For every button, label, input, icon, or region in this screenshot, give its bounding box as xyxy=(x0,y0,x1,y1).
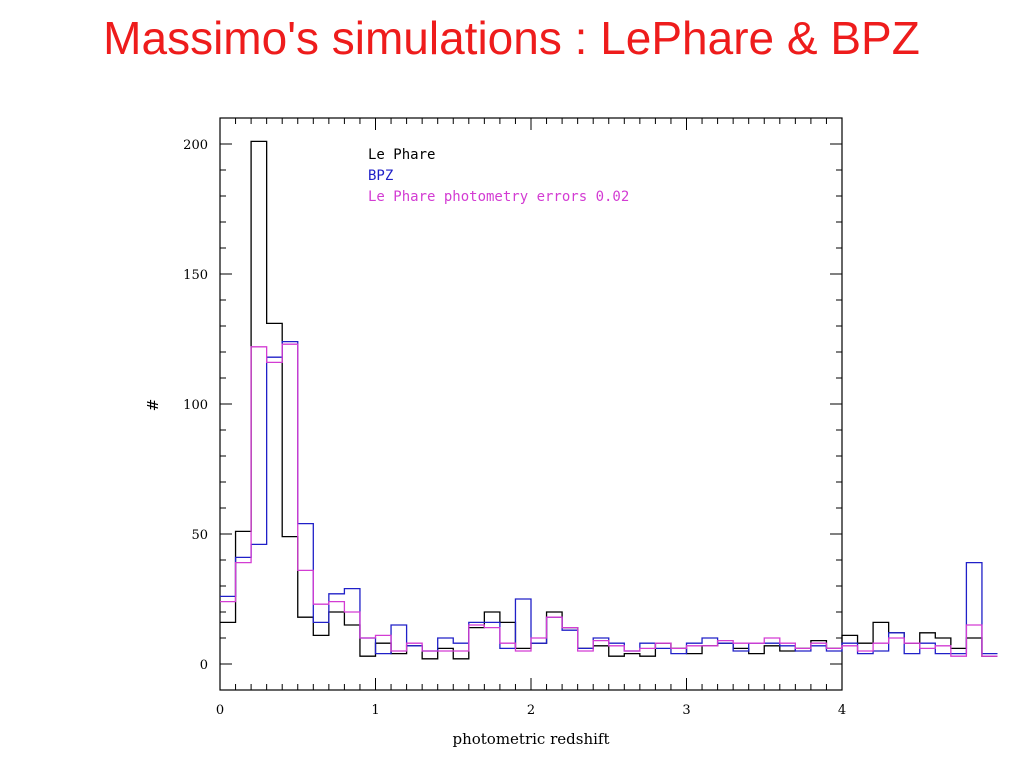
x-tick-label: 0 xyxy=(216,703,224,718)
y-axis-label: # xyxy=(144,399,162,412)
x-tick-label: 1 xyxy=(371,703,379,718)
series-le-phare xyxy=(220,140,998,660)
x-tick-label: 4 xyxy=(838,703,846,718)
x-axis-label: photometric redshift xyxy=(452,730,609,748)
series-le-phare-errors xyxy=(220,343,998,657)
y-tick-label: 0 xyxy=(200,658,208,673)
legend-entry-le-phare-errors: Le Phare photometry errors 0.02 xyxy=(368,189,629,205)
series-group xyxy=(220,140,998,660)
series-bpz xyxy=(220,340,998,655)
slide-title: Massimo's simulations : LePhare & BPZ xyxy=(103,12,920,64)
x-tick-label: 2 xyxy=(527,703,535,718)
x-tick-label: 3 xyxy=(682,703,690,718)
y-tick-label: 100 xyxy=(183,398,208,413)
y-tick-label: 50 xyxy=(191,528,208,543)
y-tick-label: 150 xyxy=(183,268,208,283)
axis-ticks: 0 1 2 3 4 0 50 100 150 200 xyxy=(183,117,846,718)
legend: Le Phare BPZ Le Phare photometry errors 0.… xyxy=(368,147,629,205)
legend-entry-le-phare: Le Phare xyxy=(368,147,435,163)
y-tick-label: 200 xyxy=(183,138,208,153)
legend-entry-bpz: BPZ xyxy=(368,168,393,184)
